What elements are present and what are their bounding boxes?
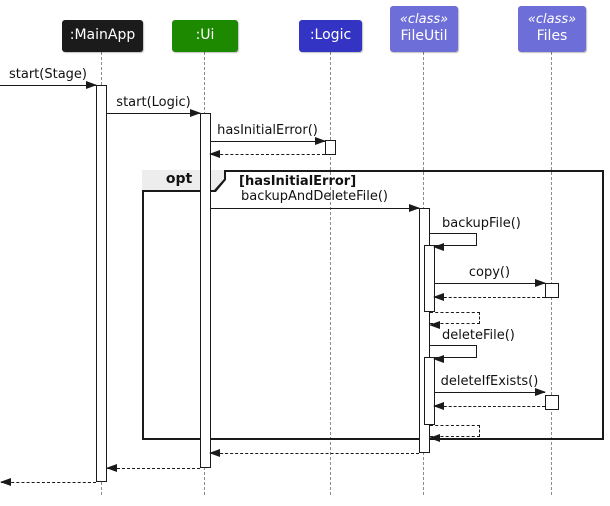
return-arrow-start-stage [0, 478, 96, 487]
activation-files-copy [545, 283, 559, 298]
arrowhead-icon [0, 478, 11, 487]
participant-files-label: Files [536, 28, 568, 45]
lifeline-logic [330, 52, 331, 495]
participant-fileutil: «class» FileUtil [390, 6, 458, 52]
opt-frame-operator: opt [165, 171, 193, 187]
return-arrow-copy [433, 293, 545, 302]
activation-files-deleteifexists [545, 395, 559, 410]
participant-ui-label: :Ui [195, 27, 215, 44]
message-arrow-deletefile-self [429, 345, 477, 364]
message-label-deleteifexists: deleteIfExists() [440, 374, 539, 389]
message-label-start-stage: start(Stage) [9, 67, 87, 82]
arrowhead-icon [433, 243, 444, 252]
message-label-backupfile: backupFile() [442, 216, 521, 231]
message-label-hasinitialerror: hasInitialError() [217, 123, 318, 138]
activation-ui [200, 113, 211, 468]
return-arrow-deletefile-self [429, 425, 480, 443]
message-arrow-backupanddeletefile [210, 204, 420, 213]
message-arrow-deleteifexists [434, 388, 546, 397]
arrowhead-icon [190, 109, 201, 118]
activation-mainapp [96, 85, 107, 482]
arrowhead-icon [209, 449, 220, 458]
message-arrow-start-stage [0, 81, 97, 90]
message-arrow-start-logic [107, 109, 201, 118]
arrowhead-icon [433, 293, 444, 302]
activation-fileutil-deletefile [424, 357, 435, 425]
opt-frame: opt [hasInitialError] [142, 170, 604, 440]
participant-fileutil-label: FileUtil [400, 28, 448, 45]
message-arrow-copy [434, 279, 546, 288]
arrowhead-icon [429, 434, 440, 443]
participant-logic-label: :Logic [309, 27, 352, 44]
arrowhead-icon [86, 81, 97, 90]
return-arrow-start-logic [106, 464, 200, 473]
arrowhead-icon [409, 204, 420, 213]
participant-logic: :Logic [299, 20, 362, 52]
participant-mainapp-label: :MainApp [69, 27, 136, 44]
arrowhead-icon [209, 150, 220, 159]
arrowhead-icon [315, 137, 326, 146]
arrowhead-icon [433, 355, 444, 364]
message-label-deletefile: deleteFile() [442, 328, 515, 343]
arrowhead-icon [535, 388, 546, 397]
return-arrow-hasinitialerror [209, 150, 325, 159]
arrowhead-icon [429, 321, 440, 330]
participant-mainapp: :MainApp [62, 20, 143, 52]
participant-fileutil-stereotype: «class» [399, 12, 449, 28]
activation-fileutil [419, 208, 430, 453]
arrowhead-icon [535, 279, 546, 288]
activation-logic [325, 140, 336, 155]
opt-frame-guard: [hasInitialError] [239, 174, 357, 189]
message-label-copy: copy() [468, 265, 511, 280]
return-arrow-deleteifexists [433, 402, 545, 411]
participant-ui: :Ui [172, 20, 238, 52]
lifeline-files [551, 52, 552, 495]
message-arrow-backupfile-self [429, 233, 477, 252]
return-arrow-backupfile-self [429, 312, 480, 330]
return-arrow-backupanddeletefile [209, 449, 419, 458]
message-label-start-logic: start(Logic) [116, 95, 191, 110]
arrowhead-icon [106, 464, 117, 473]
message-label-backupanddeletefile: backupAndDeleteFile() [241, 189, 388, 204]
message-arrow-hasinitialerror [210, 137, 326, 146]
arrowhead-icon [433, 402, 444, 411]
participant-files-stereotype: «class» [527, 12, 577, 28]
participant-files: «class» Files [518, 6, 586, 52]
